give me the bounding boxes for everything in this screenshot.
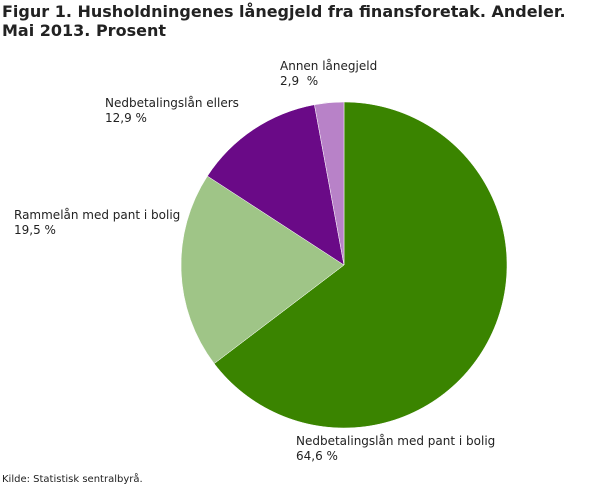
value-label: 64,6 % <box>296 449 338 463</box>
slice-label: Rammelån med pant i bolig <box>14 208 180 222</box>
slice-label: Nedbetalingslån med pant i bolig <box>296 434 495 448</box>
value-label: 12,9 % <box>105 111 147 125</box>
source: Kilde: Statistisk sentralbyrå. <box>2 472 143 485</box>
pie-slice <box>180 175 345 364</box>
slice-label: Annen lånegjeld <box>280 59 377 73</box>
value-label: 2,9 % <box>280 74 318 88</box>
chart-title: Figur 1. Husholdningenes lånegjeld fra f… <box>2 2 566 40</box>
slice-label: Nedbetalingslån ellers <box>105 96 239 110</box>
pie-slice <box>213 101 508 429</box>
pie-slice <box>314 101 345 266</box>
pie-slice <box>207 104 345 266</box>
value-label: 19,5 % <box>14 223 56 237</box>
